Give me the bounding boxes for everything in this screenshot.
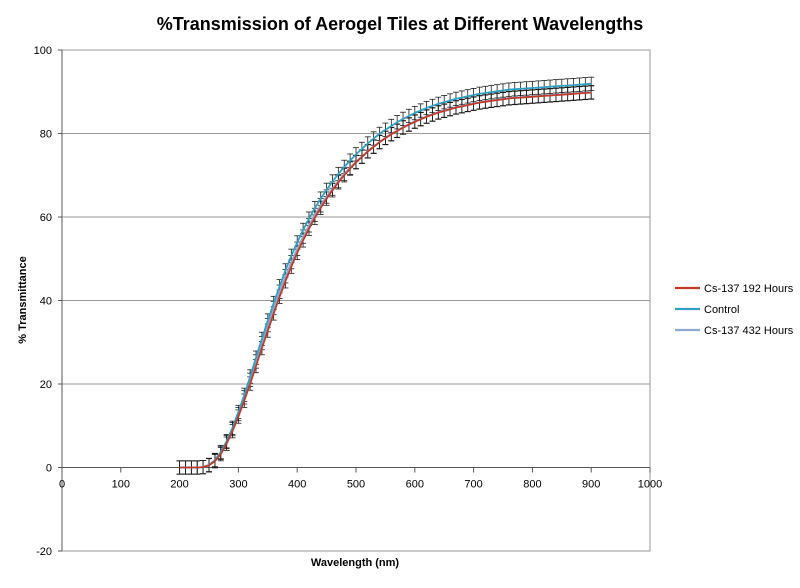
x-tick-label: 1000 [638,479,662,491]
x-tick-label: 0 [59,479,65,491]
gridlines [61,49,651,552]
y-tick-label: 60 [40,212,52,224]
x-tick-label: 100 [112,479,130,491]
legend-label: Control [704,304,739,316]
series-lines [179,82,592,469]
x-tick-label: 800 [523,479,541,491]
x-tick-label: 500 [347,479,365,491]
y-axis-label: % Transmittance [17,256,29,343]
x-axis-label: Wavelength (nm) [311,557,400,569]
error-bar [588,85,595,100]
y-tick-label: 0 [46,463,52,475]
series-line-0 [179,91,592,469]
x-tick-label: 300 [229,479,247,491]
x-tick-label: 700 [464,479,482,491]
y-tick-label: 100 [34,45,52,57]
legend: Cs-137 192 Hours Control Cs-137 432 Hours [675,283,794,337]
y-tick-label: 80 [40,129,52,141]
legend-label: Cs-137 432 Hours [704,325,794,337]
x-tick-label: 600 [406,479,424,491]
legend-label: Cs-137 192 Hours [704,283,794,295]
x-tick-label: 400 [288,479,306,491]
series-line-1 [179,82,592,469]
y-tick-label: -20 [36,546,52,558]
y-tick-label: 20 [40,379,52,391]
y-tick-label: 40 [40,296,52,308]
x-tick-label: 900 [582,479,600,491]
chart-title: %Transmission of Aerogel Tiles at Differ… [157,14,643,34]
x-tick-label: 200 [170,479,188,491]
